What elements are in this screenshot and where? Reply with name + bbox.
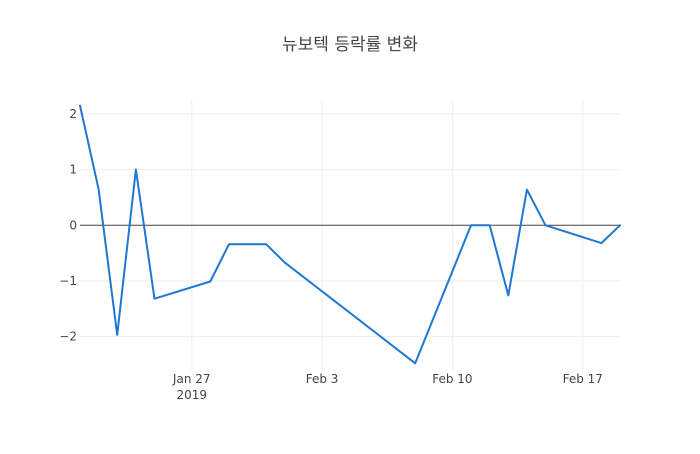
y-tick-label: 0 xyxy=(69,218,77,232)
grid xyxy=(80,100,620,370)
y-axis-ticks: 2 1 0 −1 −2 xyxy=(59,107,77,344)
x-tick-label: Jan 27 xyxy=(172,372,211,386)
series-group xyxy=(79,104,621,365)
y-tick-label: −2 xyxy=(59,330,77,344)
x-tick-sublabel: 2019 xyxy=(176,388,207,402)
y-tick-label: −1 xyxy=(59,274,77,288)
x-tick-label: Feb 17 xyxy=(563,372,603,386)
series-line xyxy=(79,104,621,365)
x-axis-ticks: Jan 27 2019 Feb 3 Feb 10 Feb 17 xyxy=(172,372,603,402)
x-tick-label: Feb 10 xyxy=(432,372,472,386)
x-tick-label: Feb 3 xyxy=(306,372,339,386)
y-tick-label: 2 xyxy=(69,107,77,121)
y-tick-label: 1 xyxy=(69,163,77,177)
chart-title: 뉴보텍 등락률 변화 xyxy=(282,35,418,55)
